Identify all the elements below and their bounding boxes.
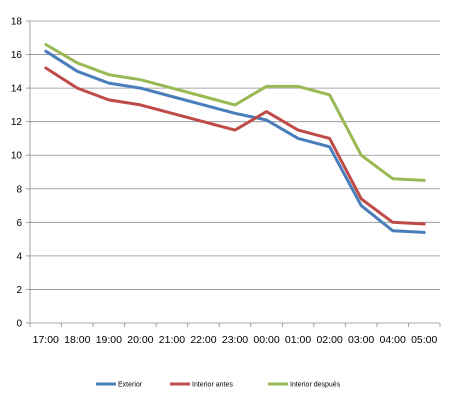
y-tick-label: 16 (11, 50, 23, 61)
x-tick-label: 21:00 (159, 334, 185, 346)
x-tick-label: 00:00 (253, 334, 279, 346)
gridlines (30, 20, 440, 290)
y-tick-label: 18 (11, 17, 23, 28)
series-line-1 (44, 66, 426, 226)
x-tick-label: 23:00 (222, 334, 248, 346)
x-tick-label: 22:00 (190, 334, 216, 346)
y-tick-label: 12 (11, 117, 23, 128)
x-tick-label: 19:00 (96, 334, 122, 346)
series-line-0 (44, 49, 426, 234)
x-tick-label: 04:00 (380, 334, 406, 346)
y-tick-label: 6 (16, 218, 22, 229)
x-tick-label: 20:00 (127, 334, 153, 346)
series-lines (44, 43, 426, 234)
y-tick-label: 4 (16, 251, 22, 262)
x-tick-label: 02:00 (316, 334, 342, 346)
legend: Exterior Interior antes Interior después (96, 382, 341, 389)
x-tick-label: 18:00 (64, 334, 90, 346)
legend-label: Interior después (290, 382, 341, 389)
x-tick-label: 05:00 (411, 334, 437, 346)
legend-label: Interior antes (192, 382, 233, 389)
y-tick-label: 10 (11, 151, 23, 162)
legend-label: Exterior (118, 382, 143, 389)
y-tick-label: 8 (16, 184, 22, 195)
x-tick-label: 17:00 (33, 334, 59, 346)
x-tick-label: 03:00 (348, 334, 374, 346)
y-tick-label: 2 (16, 285, 22, 296)
y-tick-label: 0 (16, 319, 22, 330)
series-line-2 (44, 43, 426, 182)
x-tick-label: 01:00 (285, 334, 311, 346)
y-tick-label: 14 (11, 84, 23, 95)
axes: 0 2 4 6 8 10 12 14 16 18 17:00 18:00 19:00 20:00 21:00… (11, 17, 441, 346)
